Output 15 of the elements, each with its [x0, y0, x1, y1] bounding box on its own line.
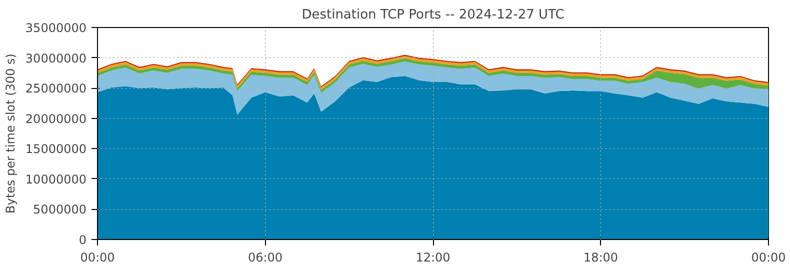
y-tick-label: 30000000	[25, 51, 86, 66]
x-tick-label: 06:00	[248, 250, 283, 264]
y-tick-label: 25000000	[25, 82, 86, 96]
y-tick-label: 5000000	[33, 202, 87, 217]
x-tick-label: 00:00	[751, 250, 786, 264]
y-tick-label: 10000000	[25, 172, 86, 186]
y-axis-title: Bytes per time slot (300 s)	[3, 54, 18, 214]
x-tick-label: 18:00	[583, 250, 618, 264]
x-tick-label: 00:00	[80, 250, 115, 264]
chart-title: Destination TCP Ports -- 2024-12-27 UTC	[302, 8, 564, 22]
y-tick-label: 20000000	[25, 112, 86, 126]
x-tick-label: 12:00	[416, 250, 450, 264]
y-tick-label: 0	[78, 233, 87, 247]
y-tick-label: 15000000	[25, 142, 86, 156]
y-tick-label: 35000000	[25, 21, 86, 35]
